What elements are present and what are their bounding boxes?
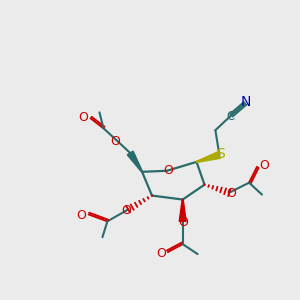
Text: O: O: [163, 164, 173, 177]
Text: O: O: [77, 209, 87, 222]
Text: S: S: [216, 147, 225, 161]
Text: O: O: [121, 204, 131, 217]
Polygon shape: [127, 151, 142, 172]
Text: N: N: [241, 95, 251, 110]
Text: O: O: [110, 135, 120, 148]
Text: C: C: [226, 110, 234, 123]
Text: O: O: [79, 111, 88, 124]
Polygon shape: [196, 152, 220, 162]
Text: O: O: [179, 216, 189, 229]
Polygon shape: [179, 200, 186, 221]
Text: O: O: [156, 247, 166, 260]
Text: O: O: [226, 187, 236, 200]
Text: O: O: [259, 159, 269, 172]
